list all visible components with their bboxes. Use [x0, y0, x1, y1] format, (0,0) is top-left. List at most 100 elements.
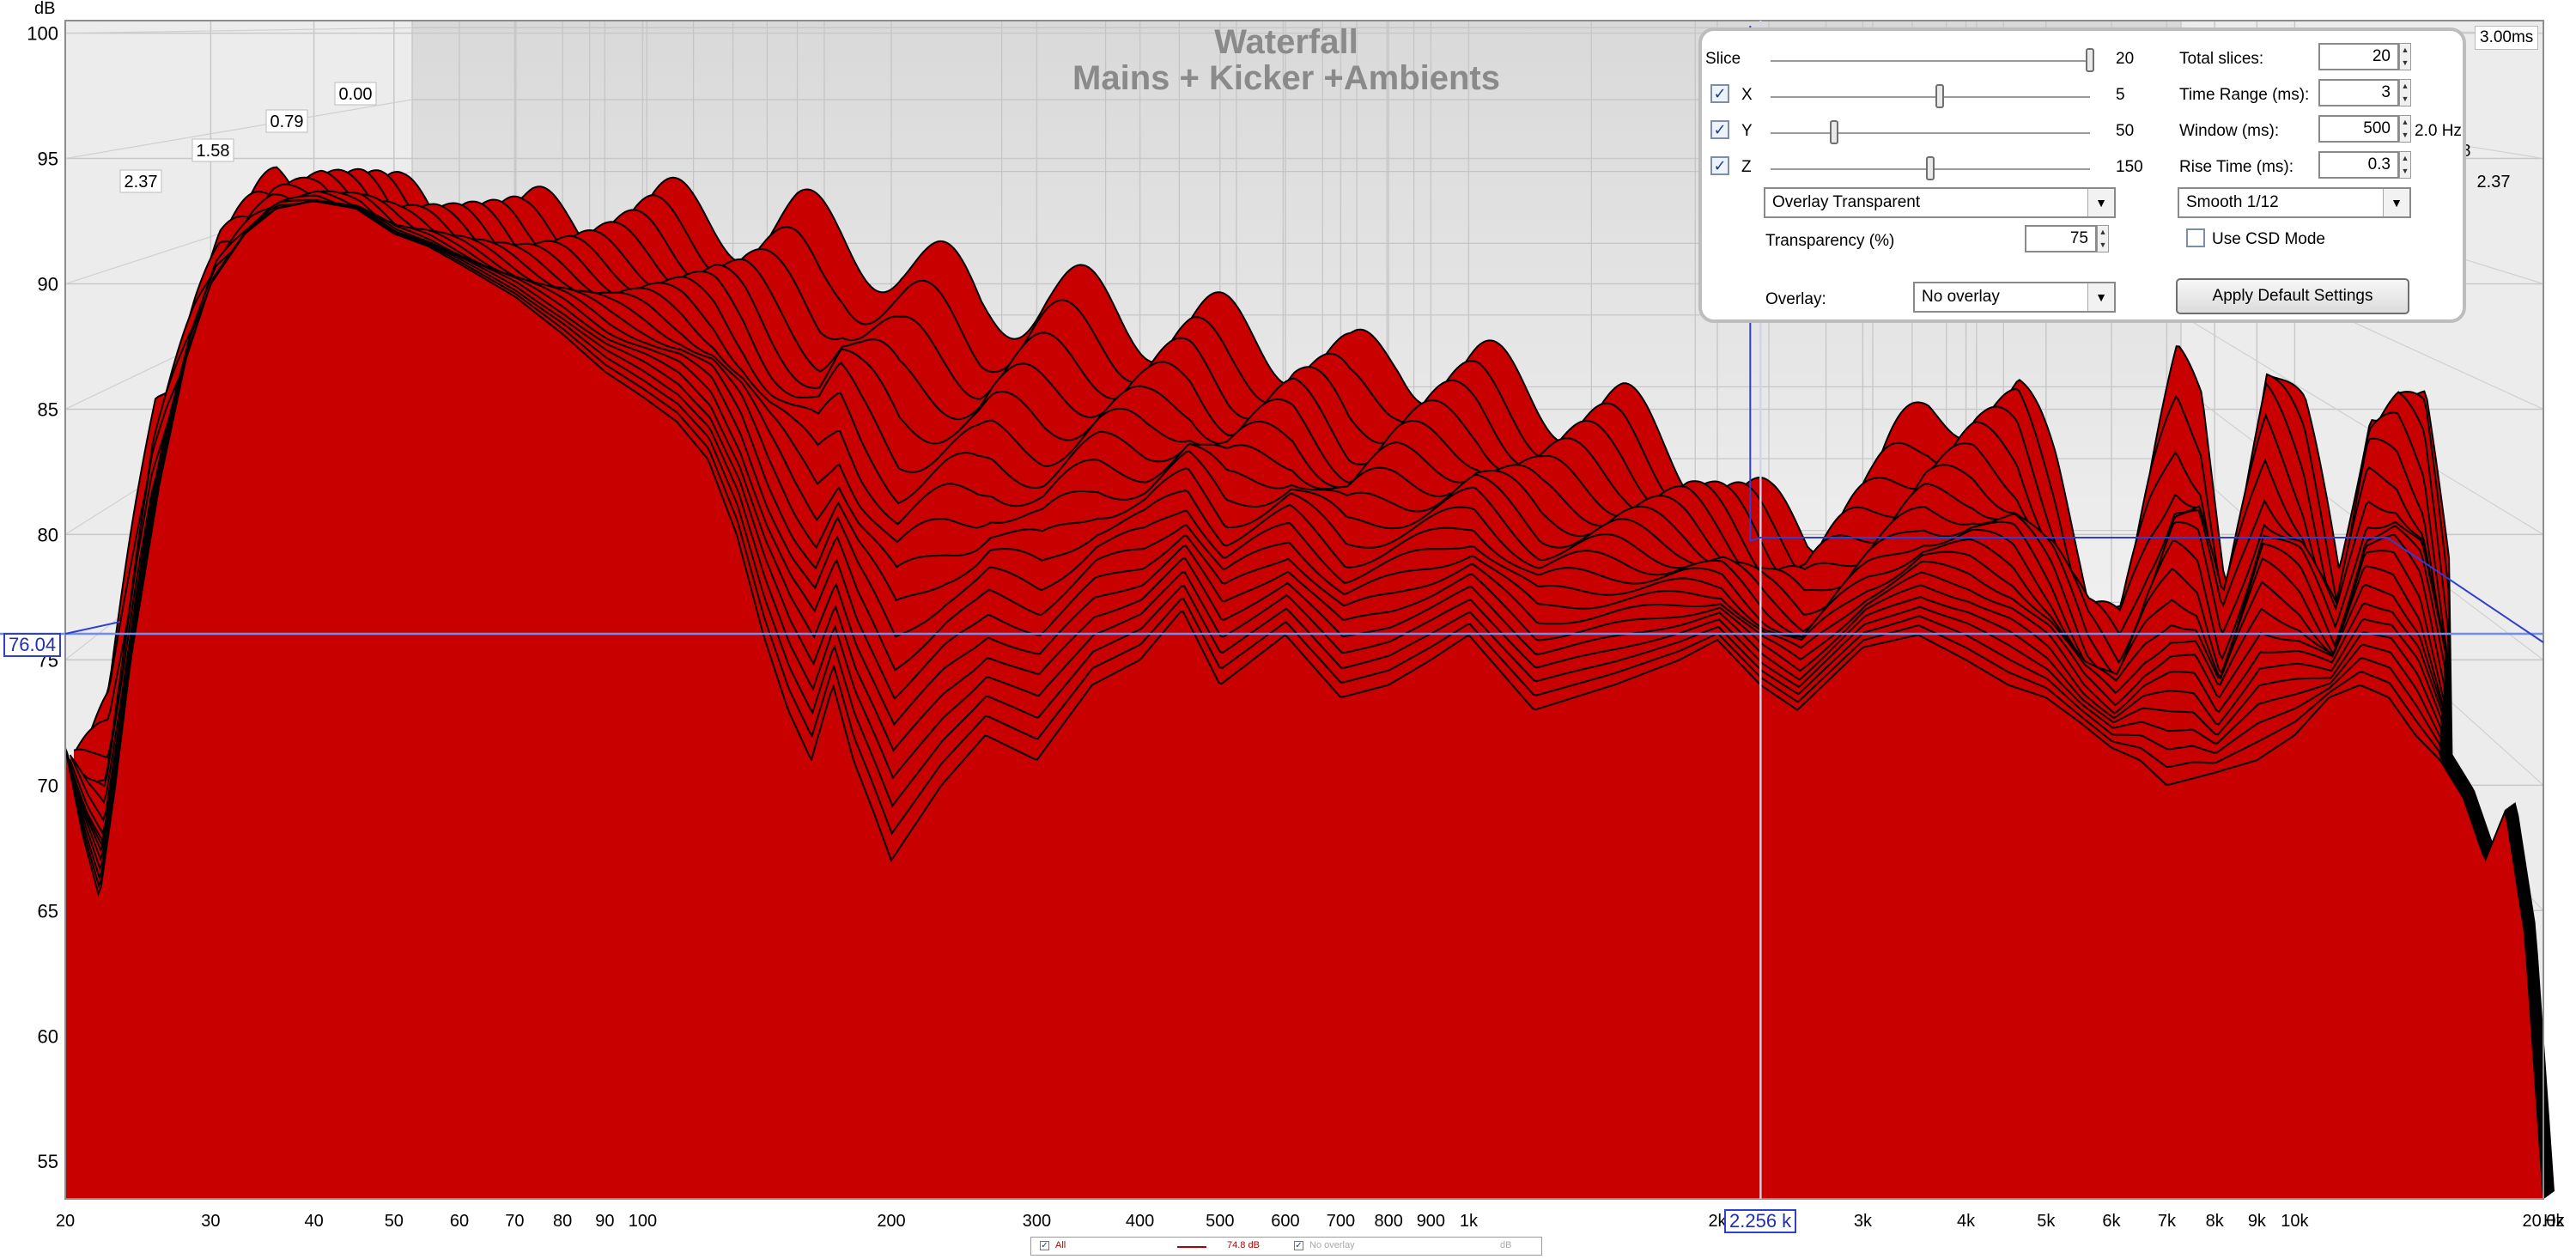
x-tick-label: 5k — [2037, 1212, 2056, 1231]
window-label: Window (ms): — [2179, 122, 2280, 140]
waterfall-slice-line — [66, 200, 2547, 1198]
transparency-spinner[interactable]: ▲ ▼ — [2097, 225, 2109, 252]
x-tick-label: 4k — [1957, 1212, 1976, 1231]
waterfall-slice-fill — [65, 201, 2543, 1199]
x-tick-label: 60 — [450, 1212, 469, 1231]
waterfall-slice-line — [72, 169, 2553, 1194]
use-csd-checkbox[interactable]: ✓ — [2186, 228, 2205, 247]
waterfall-slice-line — [64, 199, 2545, 1199]
waterfall-slice-line — [68, 194, 2549, 1196]
y-axis-unit: dB — [34, 0, 55, 18]
x-tick-label: 90 — [595, 1212, 614, 1231]
x-tick-label: 100 — [629, 1212, 657, 1231]
smoothing-dropdown[interactable]: Smooth 1/12 ▼ — [2178, 187, 2411, 218]
perspective-grid-line — [2180, 314, 2544, 535]
y-label: Y — [1741, 122, 1753, 140]
time-label-box — [265, 109, 308, 133]
z-checkbox[interactable]: ✓ — [1710, 156, 1729, 175]
x-tick-label: 10k — [2281, 1212, 2309, 1231]
x-tick-label: 80 — [553, 1212, 572, 1231]
legend-strip: ✓ All 74.8 dB ✓ No overlay dB — [1030, 1237, 1542, 1256]
overlay-mode-value: Overlay Transparent — [1772, 193, 1921, 211]
y-tick-label: 70 — [38, 775, 58, 796]
y-tick-label: 65 — [38, 900, 58, 921]
x-tick-label: 50 — [385, 1212, 404, 1231]
x-tick-label: 40 — [304, 1212, 323, 1231]
total-slices-input[interactable]: 20 — [2318, 43, 2399, 70]
legend-overlay-checkbox[interactable]: ✓ — [1294, 1241, 1303, 1250]
legend-line-swatch — [1177, 1246, 1206, 1248]
y-tick-label: 100 — [27, 23, 58, 45]
waterfall-controls-panel: Slice 20 ✓ X 5 ✓ Y 50 ✓ Z 150 Total slic… — [1698, 27, 2466, 323]
x-checkbox[interactable]: ✓ — [1710, 84, 1729, 103]
slice-label: Slice — [1705, 50, 1741, 68]
perspective-grid-line — [64, 27, 413, 34]
time-label-box — [191, 138, 234, 162]
legend-all-label: All — [1055, 1240, 1066, 1250]
y-value: 50 — [2116, 122, 2135, 140]
time-label-box — [119, 169, 162, 193]
x-axis-unit: Hz — [2543, 1212, 2564, 1231]
y-tick-label: 85 — [38, 398, 58, 420]
rise-time-input[interactable]: 0.3 — [2318, 151, 2399, 179]
legend-level: 74.8 dB — [1227, 1240, 1260, 1250]
cursor-frequency-readout: 2.256 k — [1724, 1209, 1797, 1233]
slice-slider-track[interactable] — [1771, 60, 2090, 62]
plot-border — [64, 20, 2544, 1200]
x-tick-label: 300 — [1023, 1212, 1051, 1231]
waterfall-slice-line — [65, 199, 2546, 1199]
x-slider-track[interactable] — [1771, 96, 2090, 98]
window-spinner[interactable]: ▲ ▼ — [2399, 115, 2411, 143]
rise-time-spinner[interactable]: ▲ ▼ — [2399, 151, 2411, 179]
time-range-spinner[interactable]: ▲ ▼ — [2399, 79, 2411, 106]
x-tick-label: 200 — [877, 1212, 905, 1231]
window-hz-readout: 2.0 Hz — [2415, 122, 2462, 140]
time-axis-label-right: 2.37 — [2477, 173, 2511, 192]
chevron-down-icon[interactable]: ▼ — [2087, 283, 2114, 311]
legend-overlay-label: No overlay — [1309, 1240, 1355, 1250]
transparency-input[interactable]: 75 — [2025, 225, 2097, 252]
plot-frame — [64, 20, 2544, 1200]
x-tick-label: 6k — [2102, 1212, 2121, 1231]
apply-default-settings-button[interactable]: Apply Default Settings — [2176, 278, 2409, 314]
x-tick-label: 9k — [2248, 1212, 2267, 1231]
x-tick-label: 600 — [1271, 1212, 1299, 1231]
time-axis-label: 0.00 — [339, 85, 373, 104]
chevron-down-icon[interactable]: ▼ — [2087, 189, 2114, 216]
x-tick-label: 700 — [1327, 1212, 1355, 1231]
overlay-mode-dropdown[interactable]: Overlay Transparent ▼ — [1764, 187, 2116, 218]
overlay-dropdown[interactable]: No overlay ▼ — [1913, 282, 2116, 313]
x-label: X — [1741, 86, 1753, 104]
waterfall-slice-line — [69, 190, 2549, 1196]
x-tick-label: 900 — [1417, 1212, 1445, 1231]
use-csd-label: Use CSD Mode — [2212, 230, 2325, 248]
chart-title: Waterfall — [1214, 23, 1358, 61]
chevron-down-icon[interactable]: ▼ — [2383, 189, 2409, 216]
z-value: 150 — [2116, 158, 2143, 176]
y-tick-label: 95 — [38, 149, 58, 170]
slice-slider-handle[interactable] — [2086, 48, 2094, 72]
chart-subtitle: Mains + Kicker +Ambients — [1072, 59, 1500, 97]
x-tick-label: 500 — [1206, 1212, 1234, 1231]
x-tick-label: 70 — [505, 1212, 524, 1231]
cursor-depth-projection — [1750, 537, 2544, 643]
z-slider-handle[interactable] — [1926, 156, 1935, 180]
cursor-depth-left — [64, 621, 121, 636]
x-tick-label: 1k — [1460, 1212, 1479, 1231]
slice-value: 20 — [2116, 50, 2135, 68]
y-tick-label: 60 — [38, 1025, 58, 1047]
time-axis-label: 0.79 — [270, 113, 304, 131]
window-input[interactable]: 500 — [2318, 115, 2399, 143]
time-range-input[interactable]: 3 — [2318, 79, 2399, 106]
y-slider-handle[interactable] — [1830, 120, 1839, 144]
overlay-label: Overlay: — [1765, 290, 1826, 308]
y-slider-track[interactable] — [1771, 132, 2090, 134]
z-label: Z — [1741, 158, 1752, 176]
x-slider-handle[interactable] — [1935, 84, 1945, 108]
total-slices-spinner[interactable]: ▲ ▼ — [2399, 43, 2411, 70]
y-checkbox[interactable]: ✓ — [1710, 120, 1729, 139]
legend-all-checkbox[interactable]: ✓ — [1040, 1241, 1049, 1250]
time-label-box — [334, 82, 377, 106]
